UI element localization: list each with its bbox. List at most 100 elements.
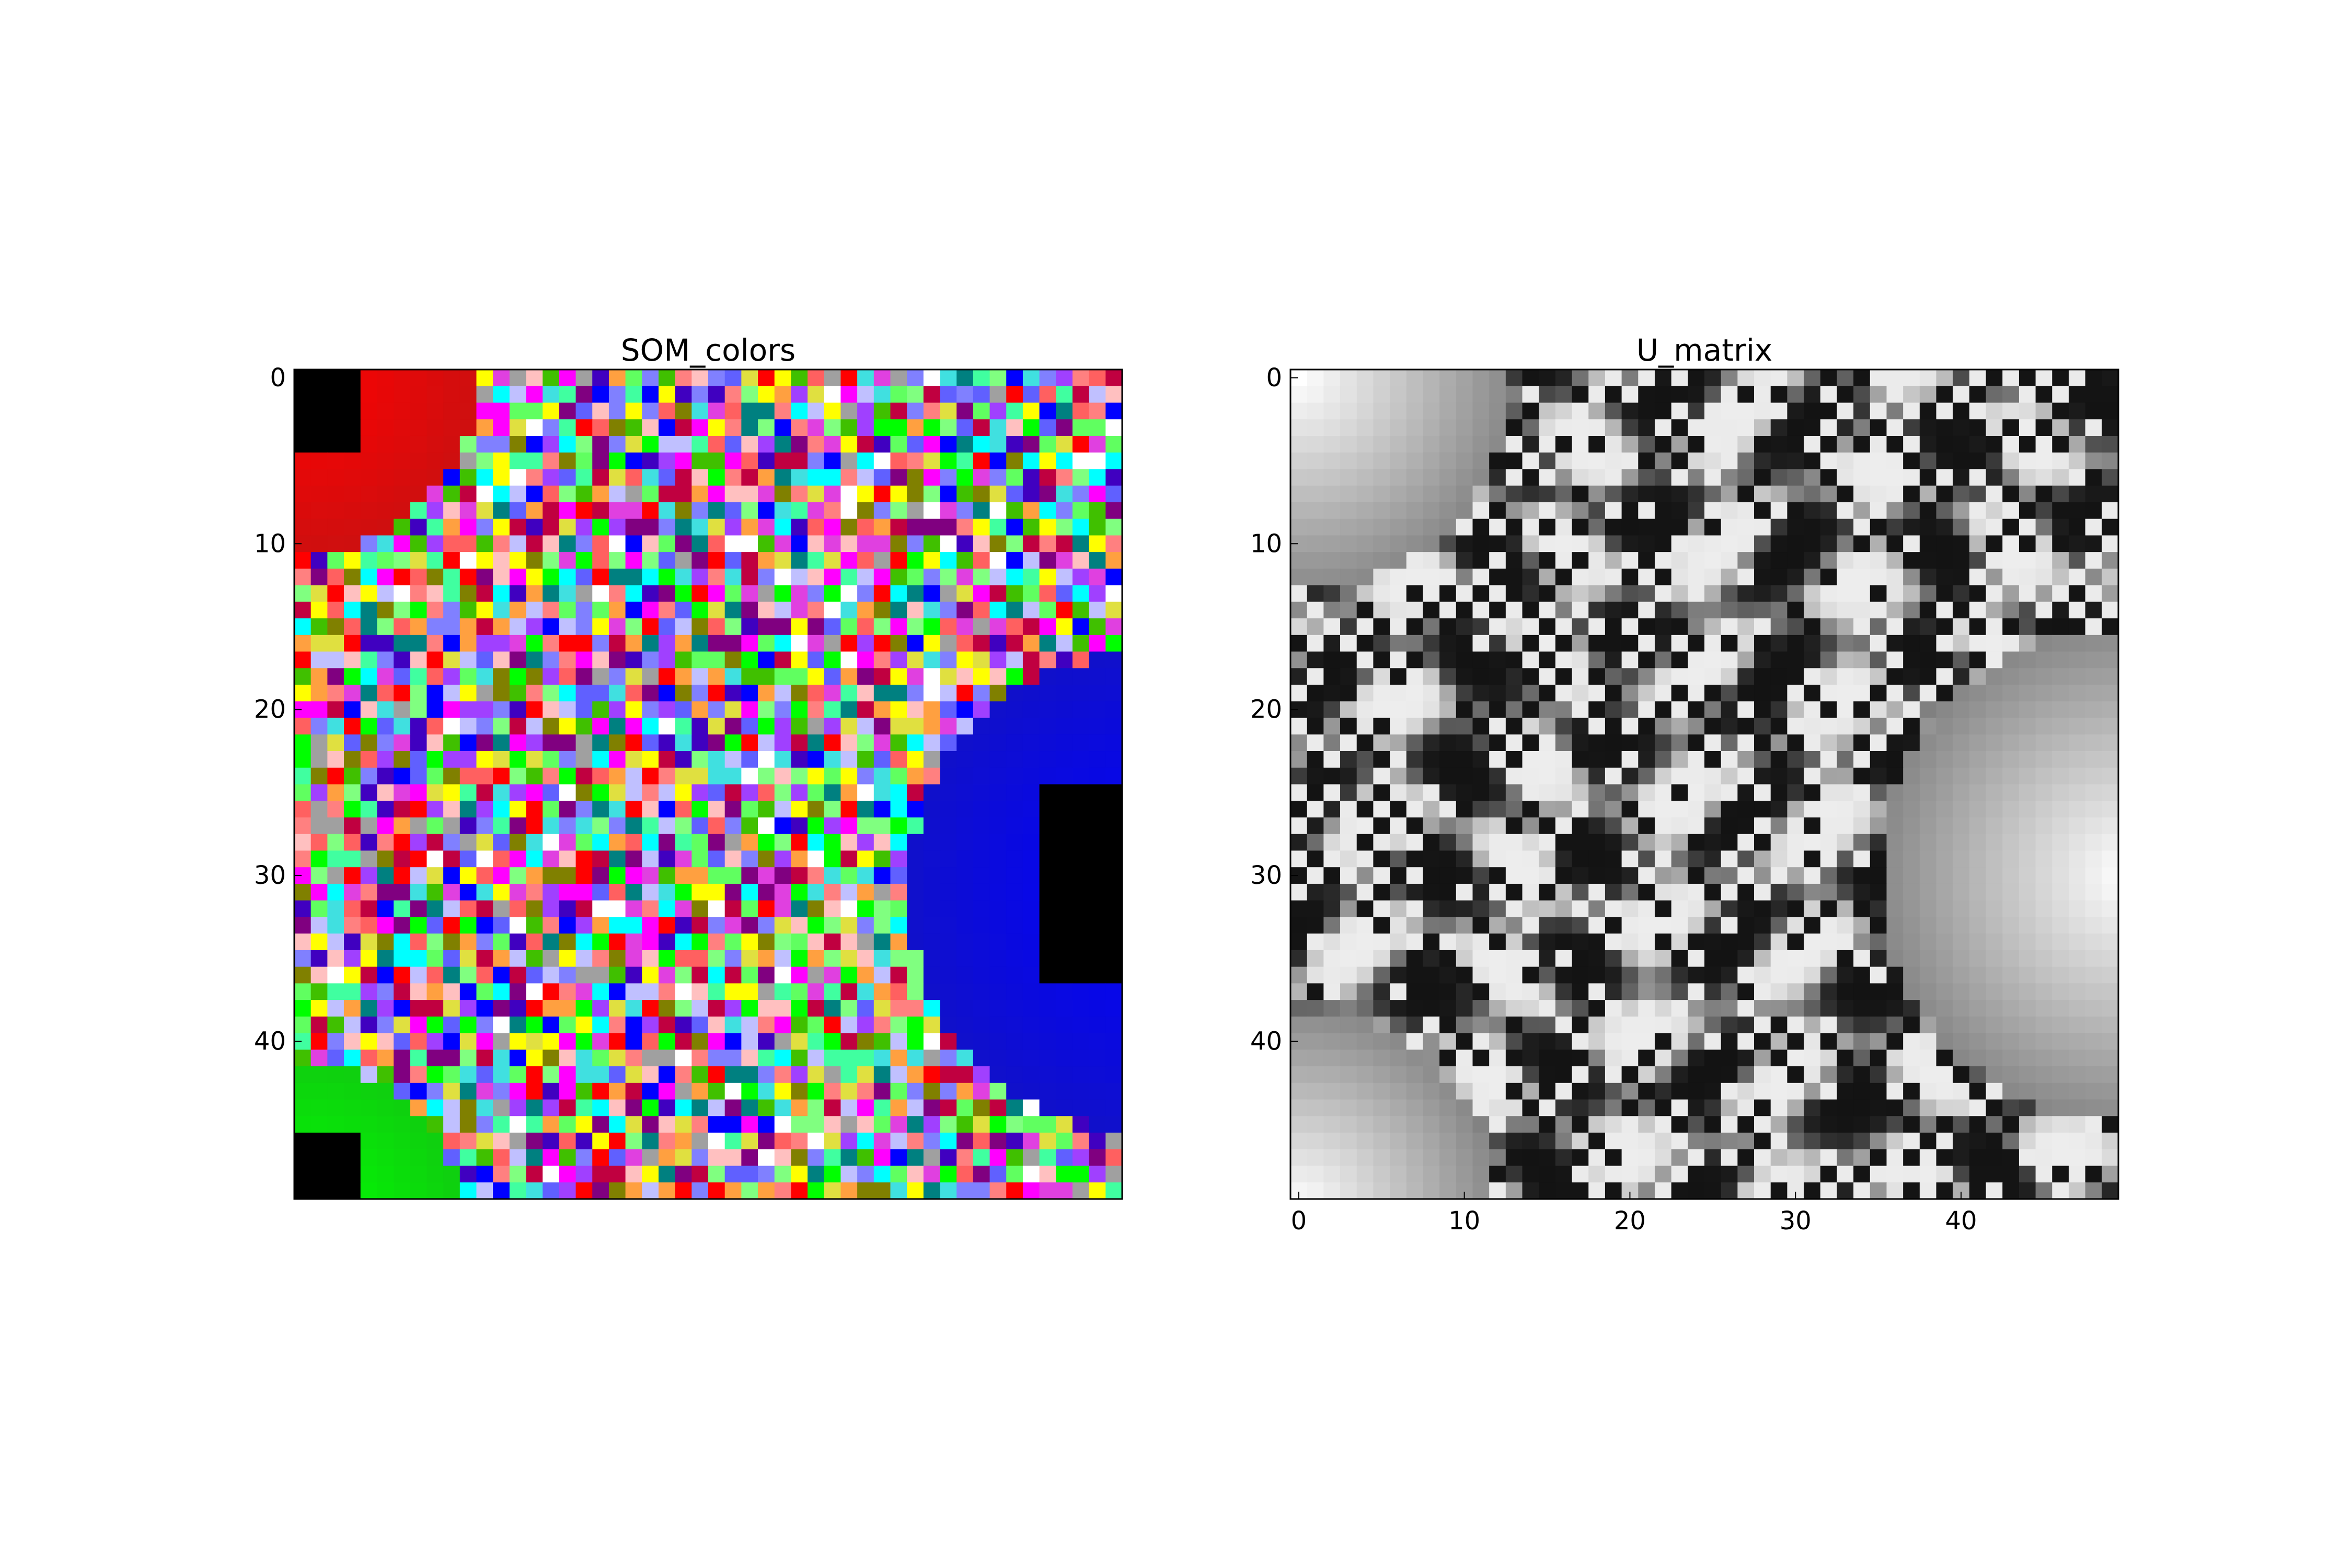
u-matrix-cell [2085,751,2102,768]
som-colors-cell [426,518,444,536]
som-colors-cell [608,452,626,470]
som-colors-cell [989,1133,1007,1150]
som-colors-cell [1072,718,1090,735]
u-matrix-cell [1853,419,1871,436]
u-matrix-cell [1853,801,1871,818]
som-colors-cell [608,734,626,752]
som-colors-cell [1089,983,1106,1000]
u-matrix-cell [1290,734,1308,752]
u-matrix-cell [1770,1033,1788,1050]
som-colors-cell [973,1166,990,1183]
u-matrix-cell [1953,1033,1970,1050]
u-matrix-cell [1323,850,1341,868]
som-colors-cell [890,635,907,652]
u-matrix-cell [1953,502,1970,520]
u-matrix-cell [1936,966,1953,984]
u-matrix-cell [1671,552,1688,569]
som-colors-cell [1039,469,1056,486]
som-colors-cell [459,1016,477,1034]
som-colors-cell [923,950,941,967]
u-matrix-cell [1654,834,1672,851]
u-matrix-cell [1489,801,1506,818]
som-colors-cell [956,734,974,752]
som-colors-cell [923,933,941,951]
som-colors-cell [840,883,858,901]
som-colors-cell [327,1000,344,1017]
u-matrix-cell [1456,734,1473,752]
u-matrix-cell [1572,933,1589,951]
u-matrix-cell [1688,452,1705,470]
u-matrix-cell [1754,751,1771,768]
u-matrix-cell [1936,801,1953,818]
u-matrix-cell [1969,701,1987,719]
u-matrix-cell [1886,801,1904,818]
u-matrix-cell [1787,1166,1804,1183]
u-matrix-cell [1936,435,1953,453]
som-colors-cell [1006,1082,1023,1100]
u-matrix-cell [1307,518,1324,536]
u-matrix-cell [1721,535,1738,552]
u-matrix-cell [1572,552,1589,569]
som-colors-cell [294,801,312,818]
som-colors-cell [410,850,428,868]
som-colors-cell [873,1066,891,1083]
u-matrix-cell [1323,386,1341,403]
som-colors-cell [394,767,411,785]
u-matrix-cell [1539,568,1556,586]
som-colors-cell [923,867,941,884]
som-colors-cell [575,767,593,785]
som-colors-cell [973,834,990,851]
u-matrix-cell [1522,602,1539,619]
som-colors-cell [840,751,858,768]
som-colors-cell [724,1099,742,1116]
som-colors-cell [608,502,626,520]
u-matrix-cell [1804,370,1821,387]
u-matrix-cell [1505,502,1523,520]
som-colors-cell [873,834,891,851]
u-matrix-cell [1638,1016,1655,1034]
som-colors-cell [327,784,344,801]
u-matrix-cell [1390,668,1407,685]
u-matrix-cell [1936,685,1953,702]
som-colors-cell [973,867,990,884]
u-matrix-cell [1903,552,1920,569]
u-matrix-cell [2102,469,2119,486]
u-matrix-cell [1919,435,1937,453]
som-colors-cell [625,370,642,387]
u-matrix-cell [1919,668,1937,685]
som-colors-cell [625,1016,642,1034]
som-colors-cell [1039,518,1056,536]
u-matrix-cell [1936,518,1953,536]
som-colors-cell [310,751,328,768]
u-matrix-cell [1423,900,1440,918]
som-colors-cell [294,452,312,470]
u-matrix-cell [1290,751,1308,768]
u-matrix-cell [1654,602,1672,619]
u-matrix-cell [1588,933,1606,951]
u-matrix-cell [1621,1166,1639,1183]
som-colors-cell [360,701,377,719]
som-colors-cell [394,685,411,702]
som-colors-cell [741,734,758,752]
u-matrix-cell [1340,718,1357,735]
u-matrix-cell [1539,552,1556,569]
u-matrix-cell [1754,370,1771,387]
u-matrix-cell [1472,568,1490,586]
u-matrix-cell [1953,635,1970,652]
u-matrix-cell [1671,734,1688,752]
u-matrix-cell [1886,486,1904,503]
u-matrix-cell [1770,568,1788,586]
u-matrix-cell [1853,966,1871,984]
u-matrix-cell [2085,834,2102,851]
som-colors-cell [774,419,791,436]
som-colors-cell [1056,834,1073,851]
som-colors-cell [443,486,460,503]
u-matrix-cell [1704,1082,1722,1100]
som-colors-cell [973,817,990,835]
som-colors-cell [377,751,394,768]
som-colors-cell [923,469,941,486]
u-matrix-cell [1754,1166,1771,1183]
som-colors-cell [1089,552,1106,569]
u-matrix-cell [1489,1149,1506,1167]
